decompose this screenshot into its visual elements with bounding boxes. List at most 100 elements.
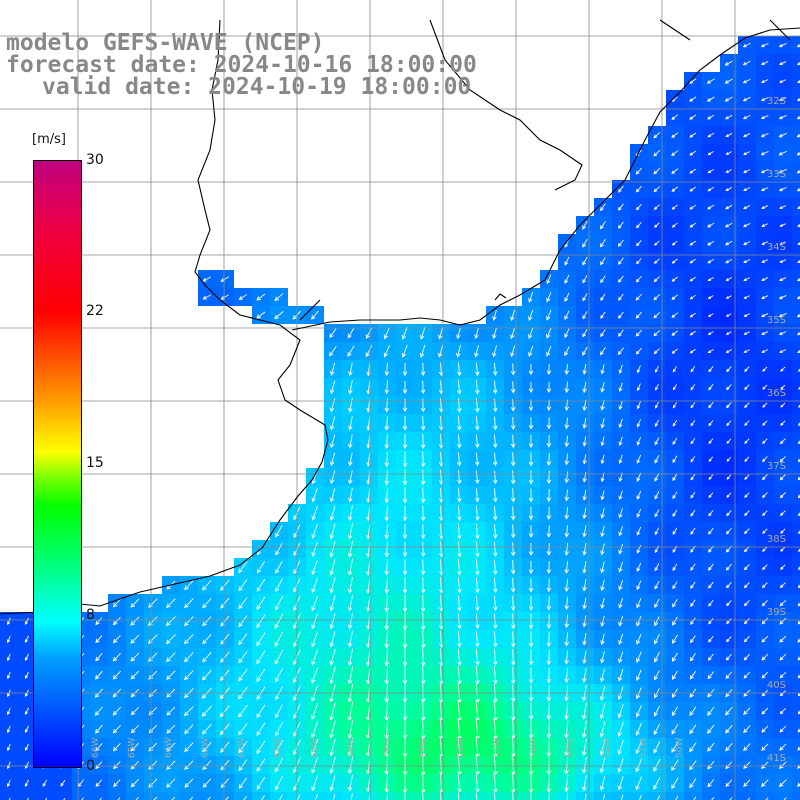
wind-arrow (149, 707, 157, 715)
wind-arrow (654, 258, 660, 264)
wind-arrow (671, 723, 679, 735)
wind-arrow (221, 294, 229, 300)
wind-arrow (761, 671, 769, 679)
wind-arrow-head (492, 552, 498, 558)
wind-arrow (743, 60, 751, 66)
wind-arrow-head (762, 440, 766, 444)
wind-arrow (744, 636, 750, 642)
wind-arrow-head (474, 497, 480, 503)
lat-label: 35S (767, 315, 786, 326)
wind-arrow (744, 618, 750, 624)
wind-arrow-head (348, 425, 353, 431)
wind-arrow-head (707, 350, 711, 354)
wind-arrow (619, 418, 623, 428)
wind-arrow (528, 291, 534, 303)
wind-arrow-head (384, 425, 390, 431)
wind-arrow (601, 597, 605, 609)
wind-arrow-head (546, 370, 552, 376)
wind-arrow (600, 275, 606, 283)
wind-arrow (743, 78, 751, 84)
wind-arrow-head (292, 768, 298, 774)
wind-arrow (512, 737, 514, 757)
wind-arrow-head (617, 731, 622, 737)
wind-arrow-head (274, 731, 280, 737)
wind-arrow (279, 794, 283, 800)
wind-arrow (690, 635, 696, 643)
wind-arrow-head (671, 784, 676, 790)
wind-arrow (618, 598, 624, 608)
wind-arrow-head (779, 494, 784, 499)
wind-arrow (779, 671, 787, 679)
wind-arrow-head (166, 585, 171, 590)
wind-arrow (743, 114, 751, 120)
wind-arrow-head (475, 679, 480, 685)
wind-speed-cells (0, 36, 800, 800)
wind-arrow-head (708, 404, 712, 409)
wind-arrow (238, 741, 248, 753)
wind-arrow-head (797, 656, 800, 661)
wind-arrow-head (708, 566, 712, 571)
wind-cell (792, 198, 800, 216)
wind-arrow (148, 616, 158, 626)
wind-arrow-head (184, 675, 189, 681)
wind-arrow (672, 563, 678, 571)
wind-arrow (493, 327, 497, 339)
wind-arrow (546, 346, 552, 356)
wind-arrow (618, 257, 624, 265)
wind-arrow-head (274, 677, 279, 683)
wind-arrow-head (671, 170, 676, 174)
wind-arrow (779, 259, 787, 263)
wind-arrow-head (348, 497, 353, 503)
wind-arrow (600, 221, 606, 229)
wind-arrow-head (348, 443, 353, 449)
wind-arrow-head (384, 589, 390, 594)
wind-arrow-head (475, 588, 480, 594)
wind-arrow (744, 456, 750, 462)
wind-arrow (275, 525, 283, 537)
wind-arrow (548, 702, 550, 720)
wind-arrow-head (275, 587, 280, 593)
wind-arrow-head (654, 513, 659, 518)
wind-arrow (618, 580, 624, 590)
wind-arrow (184, 742, 194, 752)
wind-arrow (582, 293, 588, 301)
wind-arrow-head (779, 602, 784, 607)
wind-arrow-head (760, 115, 765, 120)
wind-arrow-head (779, 61, 783, 66)
wind-arrow (78, 779, 84, 787)
wind-arrow-head (689, 206, 693, 210)
wind-arrow (130, 634, 140, 644)
wind-arrow (386, 416, 388, 430)
wind-arrow-head (94, 728, 100, 734)
wind-arrow (546, 292, 552, 302)
wind-arrow (743, 151, 751, 155)
wind-arrow-head (438, 407, 444, 413)
wind-arrow (475, 773, 479, 793)
wind-arrow (439, 736, 443, 758)
wind-arrow-head (492, 334, 497, 340)
wind-arrow (690, 294, 696, 300)
wind-arrow (636, 293, 642, 301)
wind-arrow (367, 362, 371, 376)
wind-arrow (725, 204, 733, 210)
wind-arrow (564, 328, 570, 338)
wind-arrow (386, 505, 388, 521)
wind-arrow-head (761, 242, 765, 245)
wind-arrow-head (475, 516, 480, 521)
wind-arrow (618, 669, 624, 681)
wind-arrow-head (275, 550, 280, 556)
wind-arrow-head (708, 548, 712, 553)
wind-arrow (475, 488, 479, 502)
wind-arrow-head (95, 638, 100, 644)
wind-cell (792, 342, 800, 360)
wind-arrow-head (599, 750, 605, 756)
wind-arrow (636, 204, 642, 210)
wind-arrow-head (672, 657, 677, 662)
wind-arrow-head (708, 602, 712, 607)
wind-arrow (708, 349, 714, 353)
wind-arrow (386, 773, 388, 793)
wind-cell (180, 792, 198, 800)
wind-arrow (422, 469, 424, 485)
wind-cell (792, 540, 800, 558)
wind-arrow-head (256, 568, 262, 574)
